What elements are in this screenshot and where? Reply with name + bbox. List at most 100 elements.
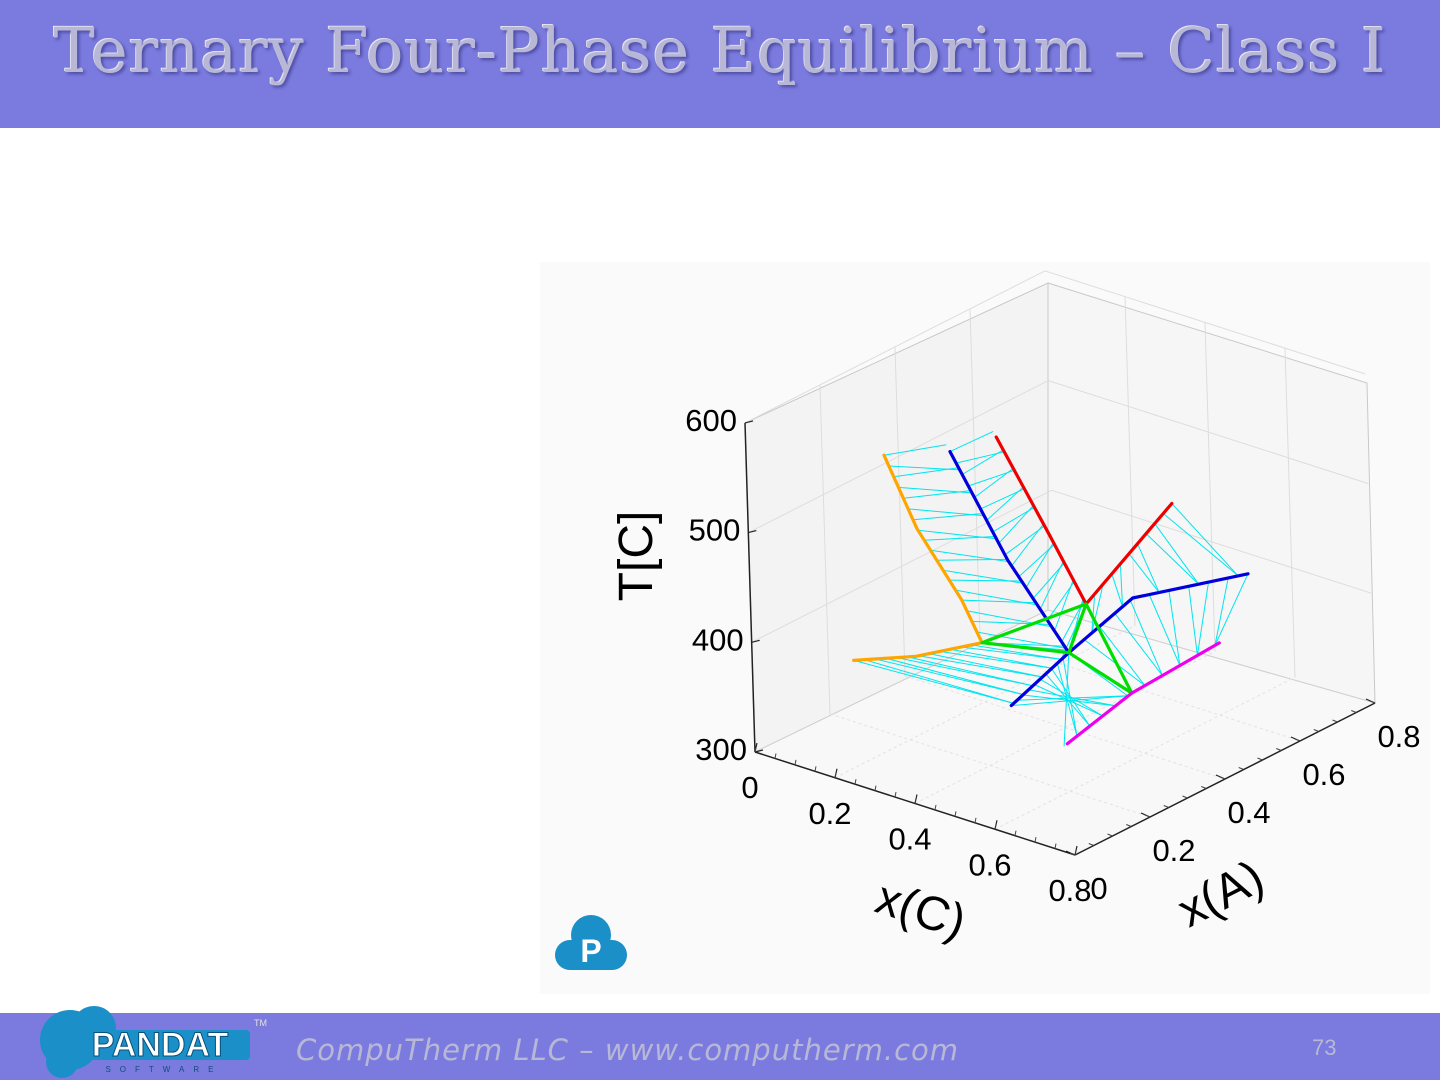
logo-tm: TM (254, 1018, 267, 1028)
footer-text: CompuTherm LLC – www.computherm.com (296, 1033, 960, 1067)
tie-line (912, 513, 984, 521)
y-minor-tick (1107, 833, 1113, 837)
y-minor-tick (1182, 795, 1188, 799)
y-minor-tick (1294, 738, 1301, 742)
y-tick-label: 0.8 (1377, 719, 1420, 754)
y-minor-tick (1369, 700, 1376, 704)
tie-line (950, 648, 1053, 669)
grid-line (994, 676, 1296, 830)
z-tick-label: 400 (692, 622, 744, 657)
y-minor-tick (1257, 757, 1263, 761)
tie-line (949, 579, 1022, 582)
tie-line (1188, 586, 1198, 656)
y-minor-tick (1126, 824, 1132, 827)
x-minor-tick (1074, 849, 1077, 856)
y-minor-tick (1313, 729, 1319, 732)
tie-line (1025, 542, 1054, 588)
tie-line (1154, 523, 1200, 585)
tie-line (1119, 563, 1123, 607)
tie-line (1214, 577, 1229, 646)
z-axis-title: T[C] (610, 511, 663, 602)
z-tick (751, 639, 760, 643)
tie-line (864, 659, 1014, 704)
tie-line (971, 644, 1062, 660)
x-minor-tick (1054, 843, 1057, 849)
y-tick-label: 0 (1090, 871, 1107, 906)
tie-line (1196, 582, 1209, 656)
x-minor-tick (794, 759, 797, 765)
x-minor-tick (814, 766, 817, 772)
tie-line (1129, 599, 1163, 676)
grid-line (1204, 322, 1216, 652)
x-tick-label: 0.4 (888, 822, 931, 857)
z-tick-label: 500 (689, 513, 741, 548)
tie-line (1091, 593, 1096, 634)
tie-line (949, 430, 994, 453)
y-minor-tick (1276, 748, 1282, 751)
y-minor-tick (1144, 814, 1151, 818)
x-minor-tick (1014, 830, 1017, 836)
grid-line (969, 308, 981, 639)
x-minor-tick (954, 811, 957, 817)
grid-line (748, 380, 1369, 534)
x-minor-tick (754, 746, 757, 753)
tie-line (1039, 560, 1064, 610)
pandat-badge-icon: P (555, 915, 627, 970)
y-minor-tick (1238, 767, 1244, 770)
tie-line (1011, 523, 1044, 567)
x-minor-tick (974, 817, 977, 823)
pandat-logo: PANDAT SOFTWARE TM (40, 1006, 267, 1078)
tie-line (1162, 513, 1239, 577)
y-tick-label: 0.2 (1152, 833, 1195, 868)
grid-line (744, 270, 1366, 424)
tie-line (998, 505, 1034, 544)
tie-line (986, 486, 1024, 521)
x-tick-label: 0.8 (1048, 873, 1091, 908)
tie-line (918, 655, 1043, 678)
grid-line (1284, 348, 1296, 678)
z-axis-line (744, 422, 756, 753)
tie-line (1111, 573, 1123, 607)
series-line-magenta (1065, 641, 1221, 746)
tie-line (896, 657, 1034, 687)
phase-boundary-lines (852, 435, 1250, 746)
series-line-red (994, 435, 1174, 606)
series-line-green (980, 602, 1088, 655)
series-line-blue (1009, 651, 1071, 708)
y-tick-label: 0.6 (1302, 757, 1345, 792)
x-minor-tick (994, 824, 997, 830)
y-minor-tick (1069, 852, 1076, 856)
tie-line (960, 646, 1062, 660)
y-minor-tick (1163, 805, 1169, 808)
x-minor-tick (774, 753, 777, 759)
tie-line (939, 650, 1053, 669)
y-minor-tick (1219, 776, 1226, 780)
tie-line (1091, 583, 1104, 634)
tie-line (1128, 553, 1160, 593)
y-minor-tick (1088, 843, 1094, 846)
tie-line (1137, 543, 1160, 593)
tie-line (928, 653, 1043, 678)
page-number: 73 (1312, 1035, 1337, 1060)
x-tick-label: 0 (741, 770, 758, 805)
logo-text: PANDAT (92, 1026, 229, 1064)
x-minor-tick (1034, 837, 1037, 843)
tie-line (1171, 503, 1239, 577)
badge-letter: P (580, 933, 601, 969)
tie-line (893, 467, 959, 478)
y-minor-tick (1332, 719, 1338, 723)
grid-line (819, 384, 831, 715)
tie-line (936, 558, 1008, 561)
tie-line (1214, 573, 1249, 646)
tie-line (885, 657, 1024, 696)
tie-line (875, 658, 1024, 696)
tie-line (974, 467, 1014, 498)
tie-line (961, 599, 1036, 604)
tie-line (883, 444, 947, 456)
tie-line (903, 490, 971, 499)
tie-line (924, 536, 996, 541)
logo-subtext: SOFTWARE (105, 1065, 222, 1074)
tie-line (1017, 695, 1129, 701)
